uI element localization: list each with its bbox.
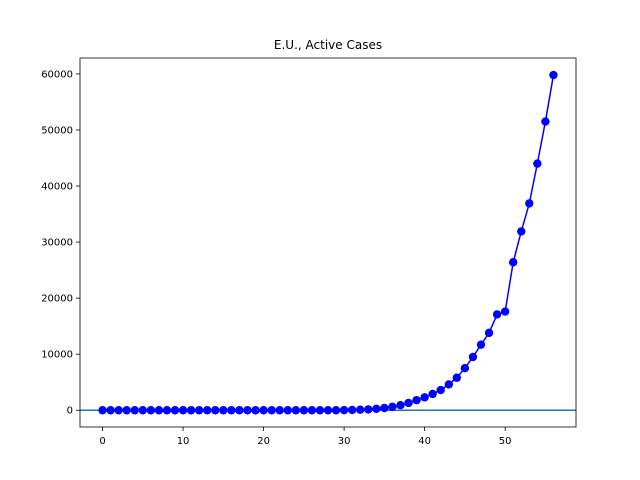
data-point bbox=[364, 405, 373, 414]
x-tick-label: 10 bbox=[177, 436, 190, 447]
axes-layer: 0 10 20 30 40 50 0 10000 20000 30000 40000 50000 600… bbox=[41, 57, 577, 447]
data-point bbox=[291, 406, 300, 415]
y-tick-label: 50000 bbox=[41, 125, 73, 136]
data-point bbox=[476, 340, 486, 349]
data-point bbox=[339, 405, 349, 415]
data-point bbox=[186, 406, 196, 415]
data-point bbox=[460, 363, 470, 373]
x-tick-label: 30 bbox=[338, 436, 351, 447]
data-point bbox=[331, 406, 341, 415]
y-tick-label: 10000 bbox=[41, 350, 73, 361]
data-point bbox=[484, 328, 494, 338]
data-point bbox=[211, 406, 220, 415]
data-point bbox=[259, 406, 268, 415]
data-point bbox=[138, 406, 148, 415]
data-point bbox=[154, 406, 164, 415]
data-point bbox=[533, 159, 542, 168]
data-point bbox=[436, 385, 445, 395]
y-tick-label: 20000 bbox=[41, 294, 73, 305]
data-point bbox=[500, 307, 510, 316]
data-point bbox=[162, 406, 172, 415]
x-tick-label: 40 bbox=[418, 436, 431, 447]
data-point bbox=[380, 403, 389, 413]
data-point bbox=[203, 406, 212, 415]
y-tick-label: 0 bbox=[67, 406, 73, 417]
data-point bbox=[525, 199, 534, 208]
data-point bbox=[315, 406, 325, 415]
data-point bbox=[412, 395, 421, 405]
data-point bbox=[307, 406, 317, 415]
data-point bbox=[428, 389, 437, 399]
data-point bbox=[356, 405, 365, 414]
data-point bbox=[549, 70, 558, 80]
y-tick-label: 60000 bbox=[41, 69, 73, 80]
data-point bbox=[219, 406, 228, 415]
data-point bbox=[444, 380, 453, 389]
data-point bbox=[347, 405, 357, 415]
data-point bbox=[251, 406, 260, 415]
series-layer bbox=[98, 70, 558, 415]
data-point bbox=[468, 352, 478, 362]
data-point bbox=[452, 373, 462, 382]
data-point bbox=[275, 406, 284, 415]
data-point bbox=[106, 406, 115, 415]
data-point bbox=[372, 404, 381, 414]
data-point bbox=[283, 406, 292, 415]
data-point bbox=[227, 406, 236, 415]
x-tick-label: 0 bbox=[99, 436, 105, 447]
series-line bbox=[102, 74, 555, 411]
data-point bbox=[235, 406, 244, 415]
plot-frame bbox=[79, 57, 577, 428]
data-point bbox=[146, 406, 156, 415]
data-point bbox=[267, 406, 276, 415]
y-tick-label: 40000 bbox=[41, 182, 73, 193]
data-point bbox=[517, 227, 526, 236]
data-point bbox=[492, 310, 502, 319]
data-point bbox=[404, 398, 413, 408]
data-point bbox=[98, 406, 107, 415]
data-point bbox=[243, 406, 252, 415]
data-point bbox=[541, 117, 550, 126]
y-tick-label: 30000 bbox=[41, 238, 73, 249]
data-point bbox=[388, 402, 397, 412]
x-tick-label: 50 bbox=[499, 436, 512, 447]
x-tick-label: 20 bbox=[257, 436, 270, 447]
data-point bbox=[122, 406, 131, 415]
data-point bbox=[114, 406, 123, 415]
data-point bbox=[299, 406, 309, 415]
data-point bbox=[508, 258, 518, 267]
data-point bbox=[323, 406, 333, 415]
data-point bbox=[178, 406, 188, 415]
data-point bbox=[170, 406, 180, 415]
data-point bbox=[130, 406, 139, 415]
chart-title: E.U., Active Cases bbox=[274, 38, 382, 52]
data-point bbox=[420, 393, 429, 402]
data-point bbox=[396, 400, 405, 410]
data-point bbox=[194, 406, 204, 415]
